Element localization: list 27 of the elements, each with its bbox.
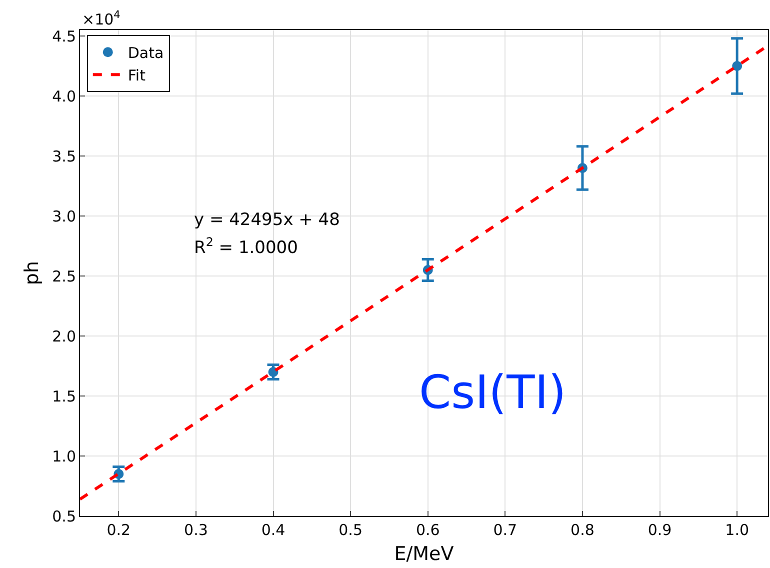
annotation: CsI(TI) bbox=[419, 365, 566, 419]
x-tick-label: 0.4 bbox=[261, 521, 286, 539]
x-tick-label: 0.9 bbox=[648, 521, 672, 539]
x-tick-label: 0.2 bbox=[106, 521, 131, 539]
y-tick-label: 0.5 bbox=[52, 507, 76, 526]
legend-label: Fit bbox=[128, 66, 146, 84]
y-tick-label: 2.5 bbox=[52, 267, 76, 286]
x-axis-title: E/MeV bbox=[394, 542, 454, 565]
annotation: y = 42495x + 48 bbox=[194, 210, 340, 230]
x-tick-label: 0.7 bbox=[493, 521, 518, 539]
y-tick-label: 2.0 bbox=[52, 327, 76, 346]
y-tick-label: 4.0 bbox=[52, 87, 76, 106]
x-tick-label: 0.5 bbox=[338, 521, 362, 539]
x-tick-label: 1.0 bbox=[725, 521, 750, 539]
point bbox=[732, 61, 742, 71]
text: ×10$^{4}$ bbox=[82, 9, 121, 28]
x-tick-label: 0.3 bbox=[184, 521, 208, 539]
y-tick-label: 3.5 bbox=[52, 147, 76, 166]
legend-label: Data bbox=[128, 44, 164, 62]
y-tick-label: 1.5 bbox=[52, 387, 76, 406]
y-tick-label: 3.0 bbox=[52, 207, 76, 226]
x-tick-label: 0.6 bbox=[416, 521, 440, 539]
x-tick-label: 0.8 bbox=[570, 521, 594, 539]
y-axis-title: ph bbox=[20, 260, 43, 286]
y-tick-label: 4.5 bbox=[52, 27, 76, 46]
y-tick-label: 1.0 bbox=[52, 447, 76, 466]
annotation: R$^{2}$ = 1.0000 bbox=[194, 235, 298, 258]
